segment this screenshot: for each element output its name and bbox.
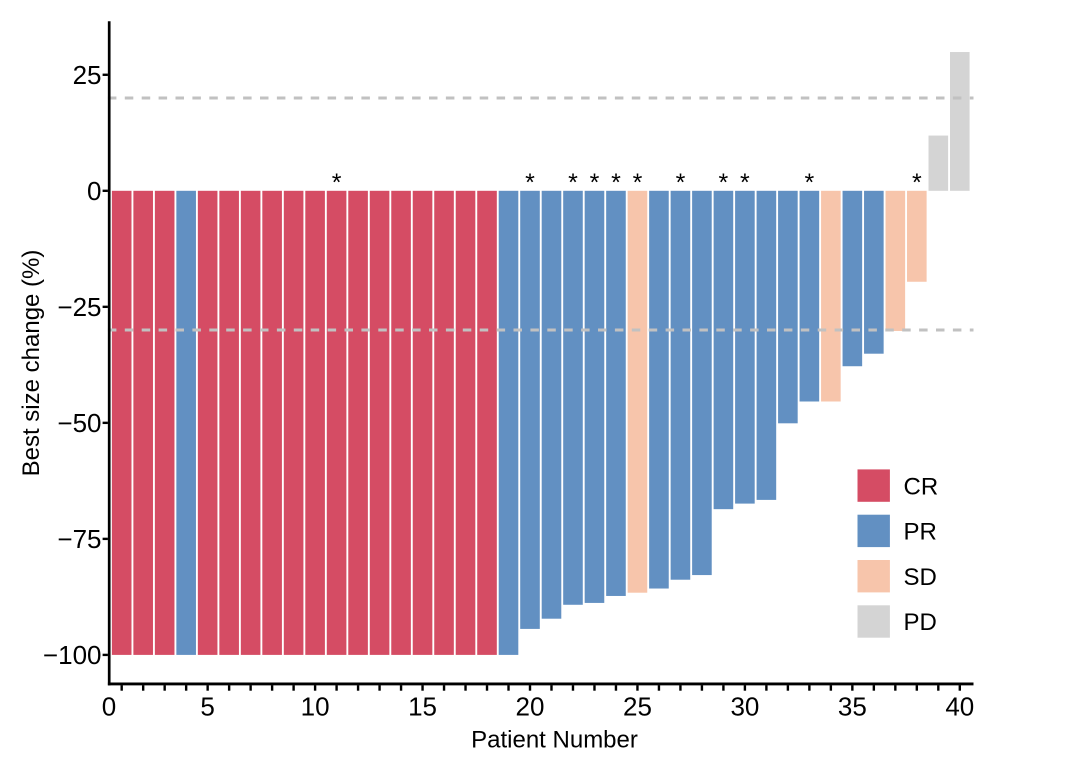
svg-text:*: *: [805, 169, 815, 197]
svg-text:5: 5: [200, 691, 214, 721]
svg-text:−75: −75: [57, 524, 101, 554]
svg-text:25: 25: [73, 60, 102, 90]
svg-text:*: *: [590, 169, 600, 197]
svg-text:SD: SD: [904, 564, 937, 591]
svg-text:Best size change (%): Best size change (%): [18, 250, 45, 477]
svg-text:*: *: [633, 169, 643, 197]
svg-text:*: *: [912, 169, 922, 197]
svg-text:*: *: [611, 169, 621, 197]
svg-text:−25: −25: [57, 292, 101, 322]
svg-text:25: 25: [623, 691, 652, 721]
svg-text:30: 30: [730, 691, 759, 721]
svg-text:35: 35: [838, 691, 867, 721]
svg-text:0: 0: [102, 691, 116, 721]
svg-text:20: 20: [516, 691, 545, 721]
svg-text:10: 10: [301, 691, 330, 721]
svg-text:*: *: [719, 169, 729, 197]
svg-text:*: *: [676, 169, 686, 197]
svg-text:PD: PD: [904, 609, 937, 636]
svg-text:0: 0: [87, 176, 101, 206]
svg-text:CR: CR: [904, 473, 939, 500]
svg-text:−100: −100: [43, 640, 102, 670]
svg-text:*: *: [332, 169, 342, 197]
svg-text:−50: −50: [57, 408, 101, 438]
svg-text:Patient Number: Patient Number: [471, 727, 638, 754]
svg-text:15: 15: [408, 691, 437, 721]
svg-text:*: *: [568, 169, 578, 197]
svg-text:PR: PR: [904, 519, 937, 546]
svg-text:40: 40: [945, 691, 974, 721]
svg-text:*: *: [525, 169, 535, 197]
svg-text:*: *: [740, 169, 750, 197]
